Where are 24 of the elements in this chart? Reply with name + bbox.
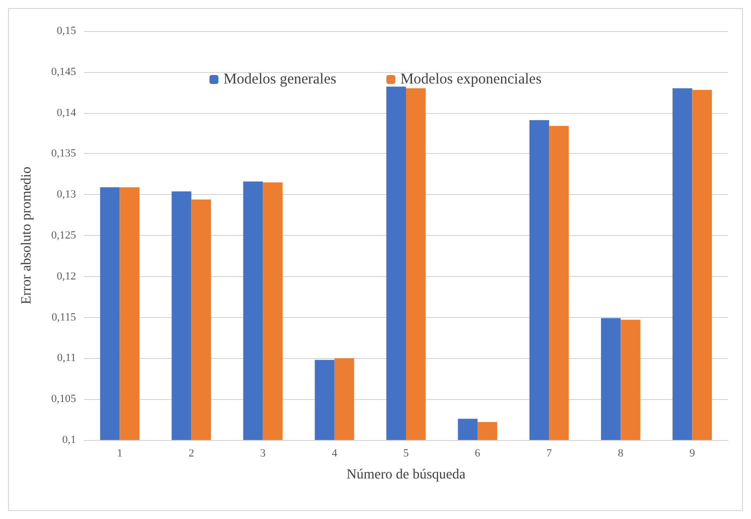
x-tick-label: 7 bbox=[546, 448, 552, 460]
x-tick-label: 9 bbox=[689, 448, 696, 460]
y-tick-label: 0,135 bbox=[51, 148, 76, 160]
y-tick-label: 0,115 bbox=[52, 311, 76, 324]
x-tick-label: 6 bbox=[474, 448, 481, 460]
y-tick-label: 0,105 bbox=[51, 393, 76, 406]
y-axis-title: Error absoluto promedio bbox=[20, 166, 34, 304]
y-tick-label: 0,145 bbox=[51, 66, 76, 78]
y-tick-label: 0,125 bbox=[51, 230, 76, 242]
y-tick-label: 0,14 bbox=[56, 106, 76, 119]
x-tick-label: 5 bbox=[403, 448, 410, 460]
legend-label: Modelos generales bbox=[223, 72, 336, 88]
x-tick-label: 8 bbox=[618, 448, 624, 460]
y-tick-label: 0,15 bbox=[56, 25, 76, 37]
x-tick-label: 3 bbox=[260, 448, 266, 460]
x-tick-label: 1 bbox=[117, 448, 123, 460]
y-tick-label: 0,12 bbox=[56, 270, 76, 282]
x-axis-title: Número de búsqueda bbox=[346, 468, 466, 482]
y-tick-label: 0,11 bbox=[57, 352, 76, 364]
legend-label: Modelos exponenciales bbox=[400, 72, 542, 88]
x-tick-label: 4 bbox=[332, 448, 338, 460]
y-tick-label: 0,13 bbox=[56, 188, 76, 201]
x-tick-label: 2 bbox=[188, 448, 194, 460]
y-tick-label: 0,1 bbox=[62, 434, 76, 446]
